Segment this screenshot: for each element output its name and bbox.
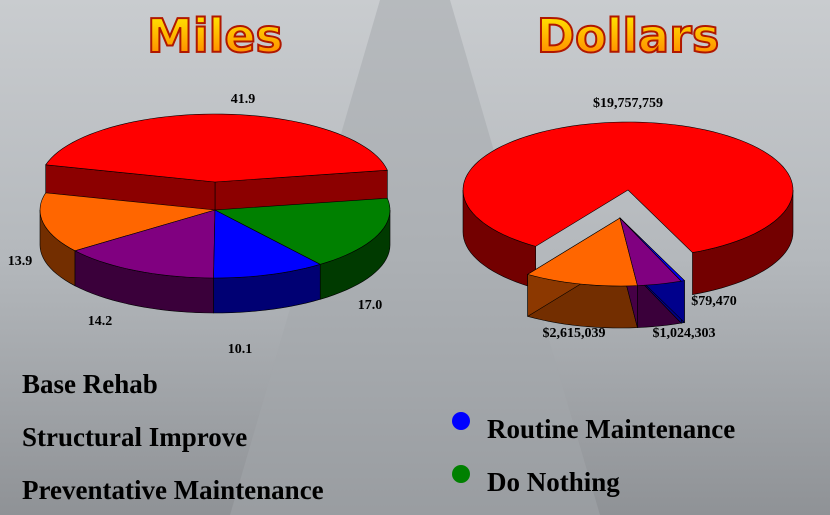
data-label: $1,024,303	[653, 326, 716, 341]
legend-label: Routine Maintenance	[487, 414, 735, 444]
chart-title: Dollars	[537, 9, 719, 63]
data-label: 14.2	[88, 314, 113, 329]
legend-label: Base Rehab	[22, 369, 158, 399]
legend-marker	[452, 465, 470, 483]
data-label: $19,757,759	[593, 96, 663, 111]
data-label: 10.1	[228, 342, 253, 357]
data-label: $2,615,039	[543, 326, 606, 341]
chart-title: Miles	[147, 9, 283, 63]
legend-label: Preventative Maintenance	[22, 475, 324, 505]
data-label: $79,470	[691, 294, 737, 309]
slide: Miles Dollars 41.9 13.9 14.2 10.1 17.0 $19,75…	[0, 0, 830, 515]
legend-marker	[452, 412, 470, 430]
legend-label: Do Nothing	[487, 467, 620, 497]
legend-label: Structural Improve	[22, 422, 247, 452]
data-label: 13.9	[8, 254, 33, 269]
data-label: 41.9	[231, 92, 256, 107]
data-label: 17.0	[358, 298, 383, 313]
